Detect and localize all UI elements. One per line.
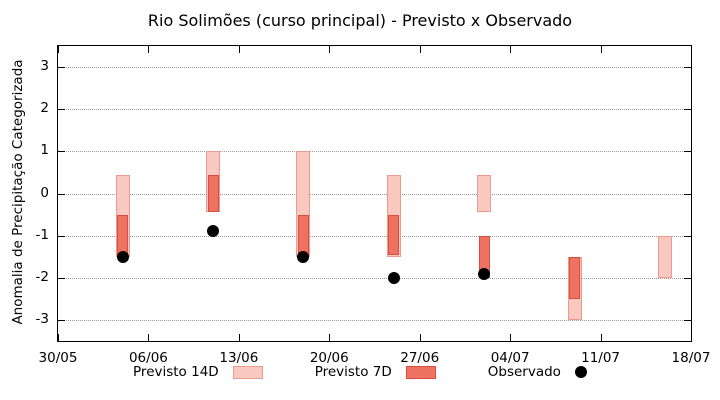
gridline: [58, 235, 691, 237]
legend-label-previsto-7d: Previsto 7D: [314, 364, 392, 380]
x-tick-label: 13/06: [219, 350, 259, 366]
gridline: [58, 193, 691, 195]
x-tick-mark: [58, 334, 59, 341]
bar-previsto-7d: [569, 256, 581, 299]
y-tick-mark: [58, 193, 65, 195]
x-tick-mark: [329, 46, 331, 53]
y-tick-mark: [58, 319, 65, 321]
legend-label-observado: Observado: [487, 364, 561, 380]
legend-swatch-previsto-7d: [405, 365, 436, 379]
x-tick-mark: [419, 46, 421, 53]
bar-previsto-7d: [388, 214, 400, 255]
y-tick-mark: [58, 109, 65, 111]
x-tick-mark: [510, 46, 512, 53]
x-tick-mark: [600, 46, 602, 53]
y-tick-mark: [58, 235, 65, 237]
observado-point: [387, 271, 400, 284]
bar-previsto-14d: [658, 235, 673, 278]
gridline: [58, 277, 691, 279]
x-tick-mark: [148, 334, 150, 341]
bar-previsto-14d: [477, 174, 492, 213]
x-tick-mark: [148, 46, 150, 53]
x-tick-mark: [238, 46, 240, 53]
gridline: [58, 109, 691, 111]
y-tick-mark: [684, 277, 691, 279]
legend-label-previsto-14d: Previsto 14D: [133, 364, 219, 380]
observado-point: [478, 267, 491, 280]
x-tick-label: 27/06: [400, 350, 440, 366]
legend: Previsto 14D Previsto 7D Observado: [0, 364, 720, 380]
y-tick-mark: [684, 67, 691, 69]
x-tick-mark: [329, 334, 331, 341]
y-tick-label: 2: [40, 100, 49, 117]
x-tick-label: 20/06: [309, 350, 349, 366]
x-tick-mark: [58, 46, 59, 53]
x-tick-mark: [419, 334, 421, 341]
y-tick-label: -2: [35, 268, 49, 285]
gridline: [58, 67, 691, 69]
y-tick-label: 3: [40, 58, 49, 75]
y-tick-label: -3: [35, 311, 49, 328]
x-tick-label: 04/07: [490, 350, 530, 366]
observado-point: [297, 250, 310, 263]
gridline: [58, 151, 691, 153]
y-tick-mark: [58, 151, 65, 153]
legend-swatch-observado: [574, 366, 587, 378]
x-tick-mark: [691, 334, 692, 341]
x-tick-mark: [691, 46, 692, 53]
y-tick-mark: [58, 67, 65, 69]
plot-area: 3 2 1 0 -1 -2 -3 30/05 06/06 13/06 20/06 27/06 04/07…: [36, 45, 710, 366]
observado-point: [207, 225, 220, 238]
x-tick-mark: [600, 334, 602, 341]
y-tick-mark: [58, 277, 65, 279]
observado-point: [116, 250, 129, 263]
legend-item-observado: Observado: [488, 364, 587, 380]
gridline: [58, 319, 691, 321]
x-tick-label: 11/07: [581, 350, 621, 366]
y-tick-mark: [684, 193, 691, 195]
y-tick-mark: [684, 235, 691, 237]
y-tick-label: 1: [40, 142, 49, 159]
chart-title: Rio Solimões (curso principal) - Previst…: [147, 11, 573, 30]
x-tick-label: 06/06: [128, 350, 168, 366]
legend-item-previsto-7d: Previsto 7D: [315, 364, 436, 380]
legend-item-previsto-14d: Previsto 14D: [133, 364, 263, 380]
bar-previsto-7d: [207, 174, 219, 213]
x-tick-label: 18/07: [671, 350, 711, 366]
y-axis-label: Anomalia de Precipitação Categorizada: [10, 59, 26, 325]
x-tick-mark: [238, 334, 240, 341]
y-tick-mark: [684, 151, 691, 153]
y-tick-mark: [684, 319, 691, 321]
y-tick-label: -1: [35, 226, 49, 243]
x-tick-mark: [510, 334, 512, 341]
legend-swatch-previsto-14d: [232, 365, 263, 379]
y-tick-mark: [684, 109, 691, 111]
x-tick-label: 30/05: [38, 350, 78, 366]
y-tick-label: 0: [40, 184, 49, 201]
